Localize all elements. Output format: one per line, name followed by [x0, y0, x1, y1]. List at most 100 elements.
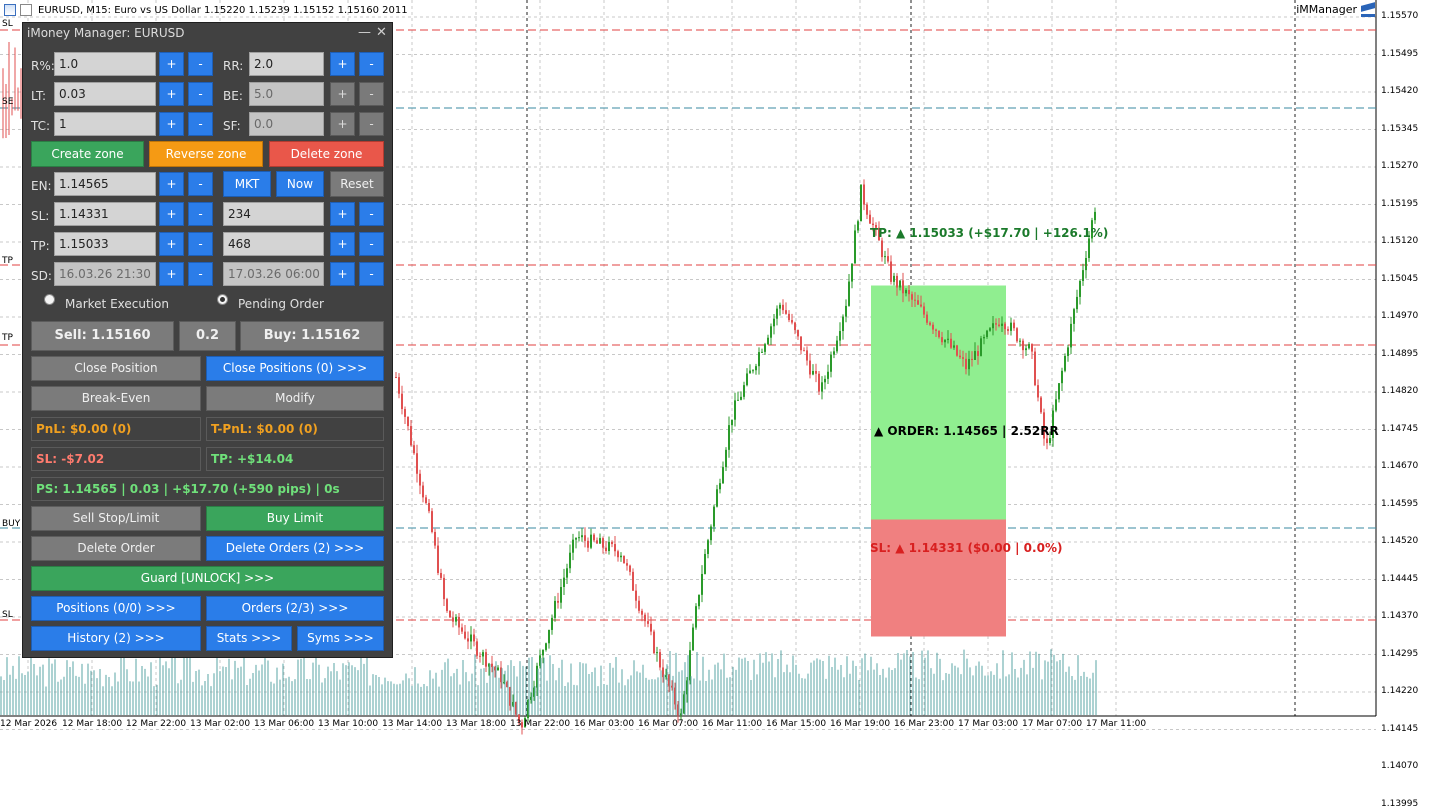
- sell-stop-limit-button[interactable]: Sell Stop/Limit: [31, 506, 201, 531]
- candle-body: [836, 340, 838, 352]
- candle-body: [860, 184, 862, 222]
- sd-plus-button[interactable]: +: [159, 262, 184, 286]
- candle-body: [917, 300, 919, 305]
- candle-body: [419, 473, 421, 486]
- tp-points-minus-button[interactable]: -: [359, 232, 384, 256]
- end-date-input[interactable]: 17.03.26 06:00: [223, 262, 324, 286]
- orders-button[interactable]: Orders (2/3) >>>: [206, 596, 384, 621]
- delete-zone-button[interactable]: Delete zone: [269, 141, 384, 167]
- sd-minus-button[interactable]: -: [188, 262, 213, 286]
- tp-price-input[interactable]: 1.15033: [54, 232, 156, 256]
- tp-points-plus-button[interactable]: +: [330, 232, 355, 256]
- sell-button[interactable]: Sell: 1.15160: [31, 321, 174, 351]
- rr-minus-button[interactable]: -: [359, 52, 384, 76]
- sl-points-minus-button[interactable]: -: [359, 202, 384, 226]
- close-icon[interactable]: ✕: [376, 25, 387, 40]
- time-tick-label: 16 Mar 19:00: [830, 719, 891, 729]
- entry-minus-button[interactable]: -: [188, 172, 213, 196]
- sl-price-input[interactable]: 1.14331: [54, 202, 156, 226]
- tc-input[interactable]: 1: [54, 112, 156, 136]
- candle-body: [782, 304, 784, 311]
- modify-button[interactable]: Modify: [206, 386, 384, 411]
- candle-body: [473, 634, 475, 642]
- candle-body: [533, 687, 535, 697]
- ed-minus-button[interactable]: -: [359, 262, 384, 286]
- tc-minus-button[interactable]: -: [188, 112, 213, 136]
- reset-button[interactable]: Reset: [330, 171, 384, 197]
- candle-body: [992, 323, 994, 329]
- price-tick-label: 1.14895: [1381, 348, 1419, 359]
- risk-plus-button[interactable]: +: [159, 52, 184, 76]
- candle-body: [1043, 412, 1045, 439]
- be-minus-button[interactable]: -: [359, 82, 384, 106]
- create-zone-button[interactable]: Create zone: [31, 141, 144, 167]
- tp-minus-button[interactable]: -: [188, 232, 213, 256]
- sf-input[interactable]: 0.0: [249, 112, 324, 136]
- price-tick-label: 1.15345: [1381, 123, 1419, 134]
- candle-body: [428, 502, 430, 512]
- tp-points-input[interactable]: 468: [223, 232, 324, 256]
- buy-limit-button[interactable]: Buy Limit: [206, 506, 384, 531]
- price-tick-label: 1.14670: [1381, 461, 1419, 471]
- delete-order-button[interactable]: Delete Order: [31, 536, 201, 561]
- syms-button[interactable]: Syms >>>: [297, 626, 384, 651]
- mkt-button[interactable]: MKT: [223, 171, 271, 197]
- be-input[interactable]: 5.0: [249, 82, 324, 106]
- market-execution-radio[interactable]: [44, 294, 55, 305]
- close-position-button[interactable]: Close Position: [31, 356, 201, 381]
- candle-body: [479, 655, 481, 657]
- candle-body: [965, 358, 967, 370]
- sl-minus-button[interactable]: -: [188, 202, 213, 226]
- lot-minus-button[interactable]: -: [188, 82, 213, 106]
- money-manager-panel[interactable]: iMoney Manager: EURUSD — ✕ R%: 1.0 + - R…: [22, 22, 393, 658]
- break-even-button[interactable]: Break-Even: [31, 386, 201, 411]
- candle-body: [716, 489, 718, 507]
- candle-body: [644, 614, 646, 622]
- candle-body: [770, 326, 772, 338]
- candle-body: [776, 308, 778, 319]
- entry-plus-button[interactable]: +: [159, 172, 184, 196]
- guard-button[interactable]: Guard [UNLOCK] >>>: [31, 566, 384, 591]
- sl-points-input[interactable]: 234: [223, 202, 324, 226]
- candle-body: [998, 324, 1000, 326]
- entry-input[interactable]: 1.14565: [54, 172, 156, 196]
- tp-plus-button[interactable]: +: [159, 232, 184, 256]
- pending-order-radio[interactable]: [217, 294, 228, 305]
- tc-plus-button[interactable]: +: [159, 112, 184, 136]
- risk-minus-button[interactable]: -: [188, 52, 213, 76]
- sl-plus-button[interactable]: +: [159, 202, 184, 226]
- buy-button[interactable]: Buy: 1.15162: [240, 321, 384, 351]
- reverse-zone-button[interactable]: Reverse zone: [149, 141, 263, 167]
- close-positions-button[interactable]: Close Positions (0) >>>: [206, 356, 384, 381]
- minimize-icon[interactable]: —: [358, 25, 371, 40]
- price-tick-label: 1.14220: [1381, 686, 1419, 696]
- delete-orders-button[interactable]: Delete Orders (2) >>>: [206, 536, 384, 561]
- candle-body: [524, 718, 526, 728]
- ed-plus-button[interactable]: +: [330, 262, 355, 286]
- be-label: BE:: [223, 89, 243, 103]
- sf-plus-button[interactable]: +: [330, 112, 355, 136]
- candle-body: [569, 552, 571, 569]
- stats-button[interactable]: Stats >>>: [206, 626, 292, 651]
- lot-plus-button[interactable]: +: [159, 82, 184, 106]
- lot-input[interactable]: 0.03: [54, 82, 156, 106]
- candle-body: [875, 225, 877, 228]
- sf-minus-button[interactable]: -: [359, 112, 384, 136]
- sl-points-plus-button[interactable]: +: [330, 202, 355, 226]
- candle-body: [650, 623, 652, 632]
- candle-body: [587, 540, 589, 548]
- candle-body: [1034, 351, 1036, 386]
- rr-input[interactable]: 2.0: [249, 52, 324, 76]
- price-tick-label: 1.14595: [1381, 498, 1419, 509]
- time-tick-label: 16 Mar 11:00: [702, 719, 763, 729]
- history-button[interactable]: History (2) >>>: [31, 626, 201, 651]
- rr-plus-button[interactable]: +: [330, 52, 355, 76]
- risk-percent-input[interactable]: 1.0: [54, 52, 156, 76]
- be-plus-button[interactable]: +: [330, 82, 355, 106]
- candle-body: [830, 354, 832, 372]
- time-tick-label: 13 Mar 22:00: [510, 719, 571, 729]
- candle-body: [818, 373, 820, 392]
- start-date-input[interactable]: 16.03.26 21:30: [54, 262, 156, 286]
- positions-button[interactable]: Positions (0/0) >>>: [31, 596, 201, 621]
- now-button[interactable]: Now: [276, 171, 324, 197]
